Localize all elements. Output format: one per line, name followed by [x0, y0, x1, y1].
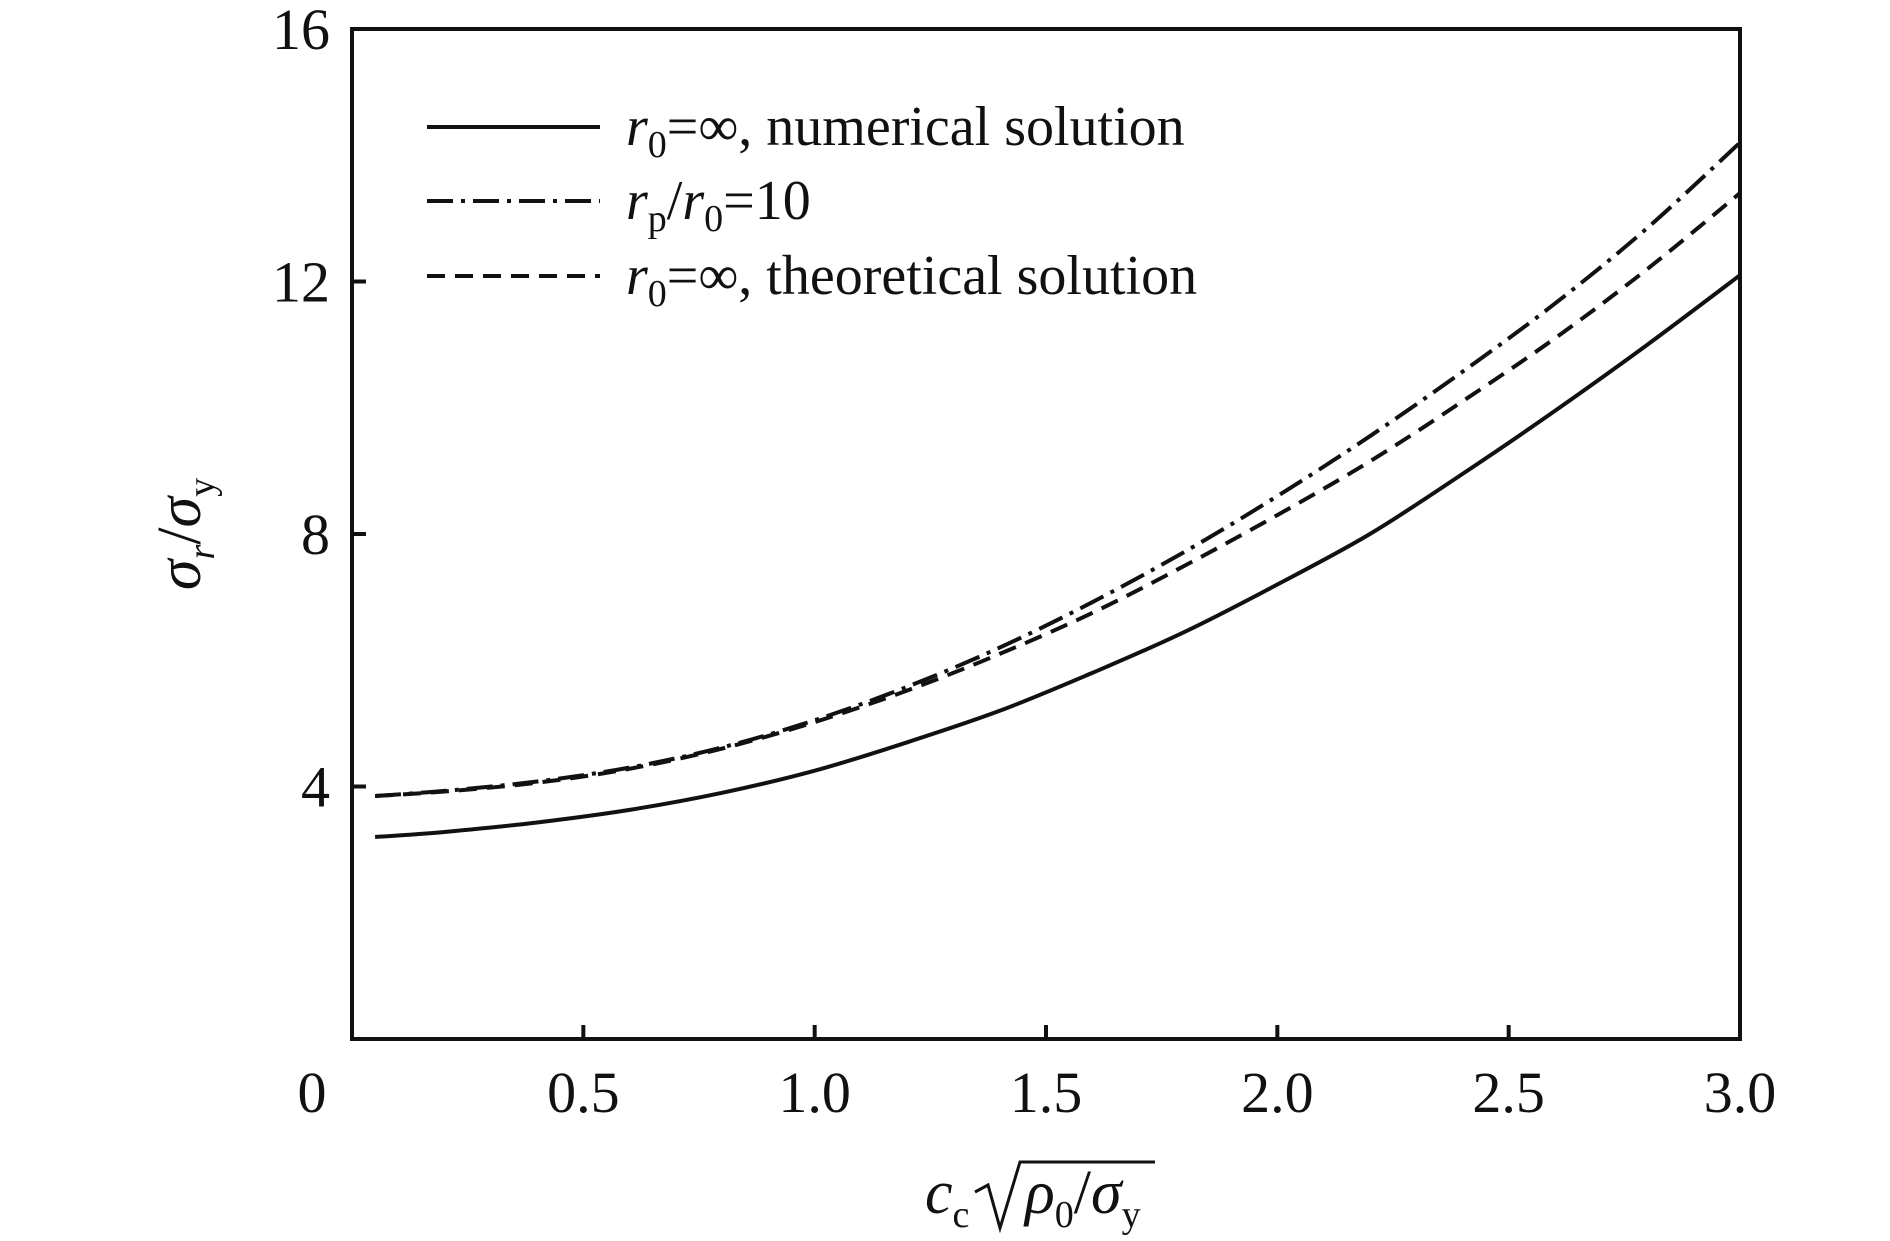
sqrt-symbol [974, 1160, 1155, 1234]
x-tick-label: 3.0 [1704, 1060, 1777, 1125]
legend-label-rp-r0: rp/r0=10 [626, 170, 811, 240]
y-tick-label: 4 [301, 755, 330, 820]
x-tick-label: 2.5 [1472, 1060, 1545, 1125]
plot-frame [350, 27, 1742, 1041]
y-tick-label: 16 [272, 0, 330, 62]
axis-ticks [352, 279, 1511, 1039]
x-tick-label: 0 [298, 1060, 327, 1125]
x-tick-label: 1.5 [1010, 1060, 1083, 1125]
legend-label-theoretical: r0=∞, theoretical solution [626, 245, 1197, 315]
legend-label-numerical: r0=∞, numerical solution [626, 96, 1185, 166]
svg-text:ρ0/σy: ρ0/σy [1023, 1159, 1141, 1236]
series-line-numerical [374, 273, 1742, 839]
y-tick-label: 8 [301, 502, 330, 567]
x-tick-label: 1.0 [778, 1060, 851, 1125]
y-axis-label: σr/σy [146, 478, 223, 590]
svg-text:cc: cc [925, 1159, 969, 1236]
legend: r0=∞, numerical solution rp/r0=10 r0=∞, … [427, 96, 1197, 315]
series-lines [374, 141, 1742, 839]
series-line-theoretical [374, 191, 1742, 798]
x-axis-label: cc ρ0/σy [925, 1159, 1155, 1236]
x-tick-label: 0.5 [547, 1060, 620, 1125]
axis-tick-labels: 0 0.5 1.0 1.5 2.0 2.5 3.0 4 8 12 16 [272, 0, 1776, 1125]
x-tick-label: 2.0 [1241, 1060, 1314, 1125]
series-line-rp-r0 [374, 141, 1742, 798]
y-tick-label: 12 [272, 250, 330, 315]
